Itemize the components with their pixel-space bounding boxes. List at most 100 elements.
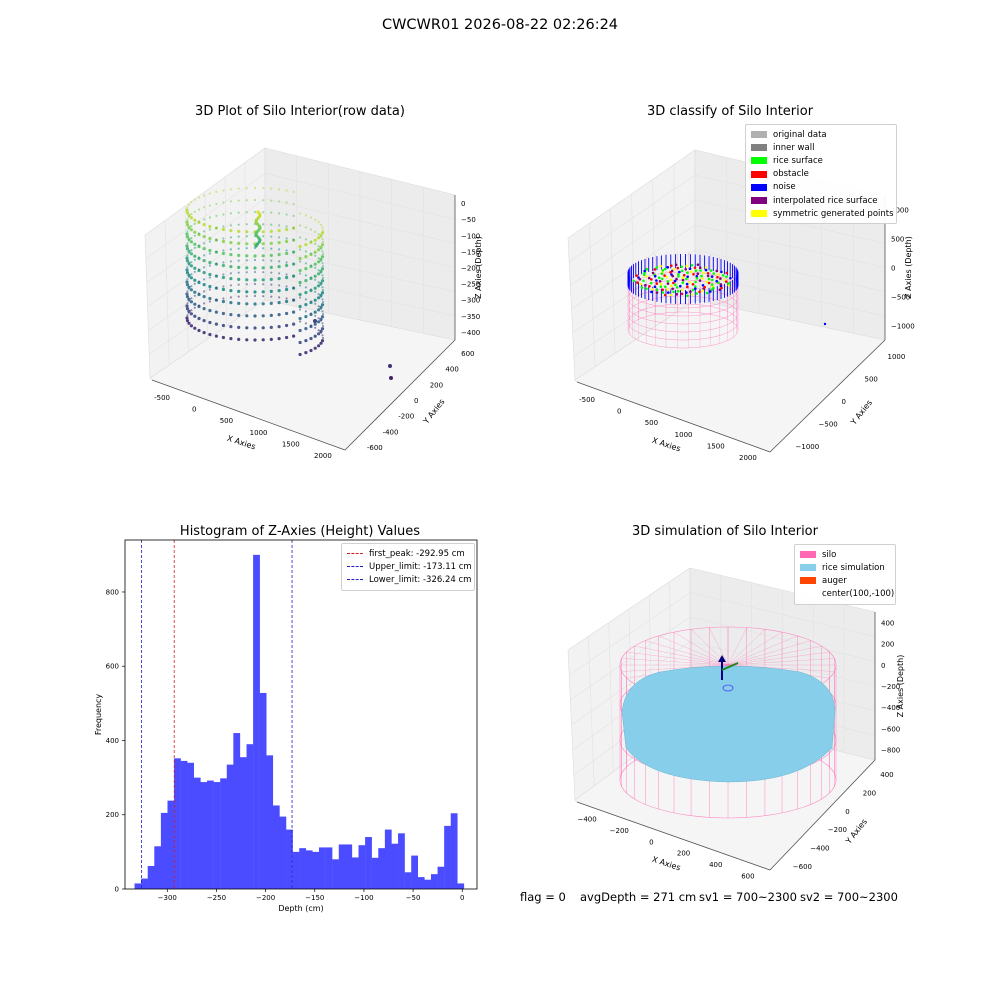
data-point xyxy=(215,298,218,301)
data-point xyxy=(269,337,273,341)
data-point xyxy=(193,242,197,246)
classified-point xyxy=(694,269,698,273)
y-tick-label: −1000 xyxy=(796,443,820,451)
data-point xyxy=(245,211,248,214)
data-point xyxy=(215,202,218,205)
x-tick-label: 0 xyxy=(649,838,653,846)
data-point xyxy=(215,250,218,253)
legend-item: center(100,-100) xyxy=(800,588,894,601)
data-point xyxy=(237,277,241,281)
classified-point xyxy=(650,290,653,294)
classified-point xyxy=(709,269,713,272)
classified-point xyxy=(707,281,711,285)
data-point xyxy=(292,334,296,338)
data-point xyxy=(313,274,317,278)
data-point xyxy=(314,242,317,245)
data-point xyxy=(277,289,281,293)
data-point xyxy=(208,192,211,195)
data-point xyxy=(197,232,201,235)
plot-frame xyxy=(124,539,478,890)
data-point xyxy=(202,307,206,311)
classified-point xyxy=(690,293,694,296)
data-point xyxy=(299,224,302,227)
y-tick-label: −500 xyxy=(819,420,838,428)
classified-point xyxy=(716,273,720,276)
data-point xyxy=(285,323,289,328)
histogram-bar xyxy=(174,758,181,889)
classified-point-cloud xyxy=(627,252,827,349)
data-point xyxy=(277,325,281,329)
legend-item: silo xyxy=(800,548,890,561)
data-point xyxy=(237,271,240,274)
data-point xyxy=(203,230,206,233)
y-axis-line xyxy=(344,339,456,451)
y-tick-label: 0 xyxy=(115,886,119,894)
data-point xyxy=(229,224,232,227)
classified-point xyxy=(669,284,673,288)
classified-point xyxy=(653,274,657,278)
data-point xyxy=(202,223,206,227)
y-tick-label: 600 xyxy=(106,663,119,671)
classified-point xyxy=(688,267,692,271)
z-tick-label: 0 xyxy=(881,662,885,670)
classified-point xyxy=(640,286,644,289)
data-point xyxy=(202,247,206,251)
legend-swatch xyxy=(751,210,767,218)
data-point xyxy=(215,286,218,289)
classified-point xyxy=(672,290,675,294)
silo-wire xyxy=(727,629,766,666)
classified-point xyxy=(659,282,663,286)
data-point xyxy=(189,252,193,256)
data-point xyxy=(292,286,295,289)
classified-point xyxy=(657,276,661,280)
z-tick-label: 1000 xyxy=(891,207,909,215)
z-tick-label: −1000 xyxy=(891,323,915,331)
data-point xyxy=(285,261,288,264)
classified-point xyxy=(686,294,689,298)
y-axis-line xyxy=(769,339,886,453)
center-marker xyxy=(722,684,734,692)
classified-point xyxy=(661,269,665,272)
data-point xyxy=(253,278,257,282)
data-point xyxy=(186,314,189,317)
data-point xyxy=(320,231,325,235)
data-point xyxy=(299,260,302,263)
data-point xyxy=(304,339,308,343)
data-point xyxy=(193,282,196,285)
data-point xyxy=(208,240,211,243)
data-point xyxy=(221,227,225,232)
y-tick-label: 800 xyxy=(106,588,119,596)
data-point xyxy=(278,200,281,203)
legend-swatch xyxy=(751,183,767,191)
classified-point xyxy=(721,274,725,277)
data-point xyxy=(229,188,232,191)
data-point xyxy=(189,288,193,292)
data-point xyxy=(298,280,302,285)
classified-point xyxy=(688,281,692,284)
z-tick-label: −100 xyxy=(461,232,480,240)
data-point xyxy=(278,224,281,227)
data-point xyxy=(298,244,302,249)
data-point xyxy=(193,230,197,234)
classified-point xyxy=(644,275,648,278)
classified-point xyxy=(677,273,680,276)
histogram-bar xyxy=(134,883,142,889)
histogram-bar xyxy=(325,847,333,889)
data-point xyxy=(269,229,273,233)
legend-item: inner wall xyxy=(751,141,891,154)
z-axis-label: Z Axies (Depth) xyxy=(896,655,905,718)
data-point xyxy=(187,311,191,314)
data-point xyxy=(317,257,320,260)
classified-point xyxy=(667,291,670,294)
data-point xyxy=(229,296,232,299)
data-point xyxy=(292,274,295,277)
data-point xyxy=(222,261,225,264)
x-tick-label: 600 xyxy=(741,872,754,880)
data-point xyxy=(298,340,302,345)
data-point xyxy=(309,228,313,231)
classified-point xyxy=(712,286,715,290)
data-point xyxy=(197,196,201,199)
classified-point xyxy=(675,286,679,289)
x-tick-label: -500 xyxy=(154,394,170,402)
legend-label: symmetric generated points xyxy=(773,208,894,219)
